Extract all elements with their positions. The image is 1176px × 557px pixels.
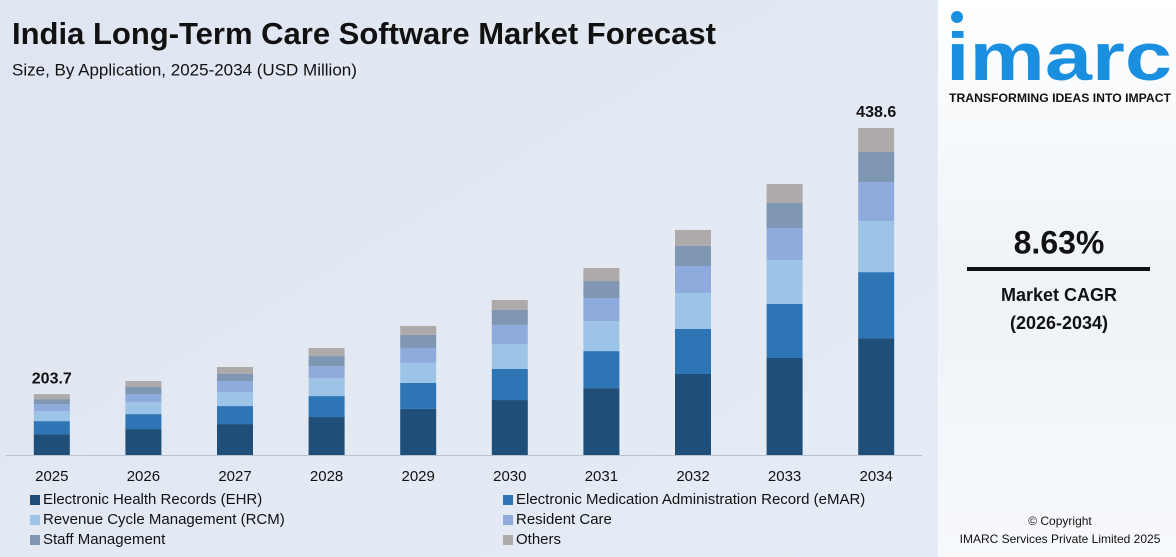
legend-swatch [503,515,513,525]
bar-segment [308,396,345,418]
chart-subtitle: Size, By Application, 2025-2034 (USD Mil… [12,60,357,79]
bar-segment [400,362,437,383]
bar-segment [217,373,253,382]
bar-segment [400,347,437,363]
bar-segment [217,424,253,455]
bar-segment [583,321,620,352]
bar-segment [217,381,253,392]
bar-segment [583,388,620,455]
bar-segment [766,358,803,455]
copyright: © Copyright [1028,514,1092,528]
bar-segment [400,382,437,409]
bar-segment [308,366,345,379]
bar-segment [33,411,70,422]
chart-title: India Long-Term Care Software Market For… [12,16,716,51]
legend-swatch [503,495,513,505]
x-tick-label: 2026 [127,468,160,485]
bar-segment [308,378,345,397]
bar-segment [583,298,620,322]
bar-segment [583,268,620,282]
tagline: TRANSFORMING IDEAS INTO IMPACT [949,93,1171,105]
bar-segment [125,429,162,455]
x-tick-label: 2034 [860,468,893,485]
bar-segment [583,351,620,389]
bar-segment [766,183,803,203]
legend-label: Resident Care [516,511,612,528]
bar-segment [491,299,528,310]
bar-segment [675,265,711,293]
bar-segment [33,434,70,455]
bar-segment [583,281,620,299]
bar-segment [491,309,528,325]
legend-swatch [503,535,513,545]
bar-segment [766,303,803,359]
bar-segment [125,414,162,430]
bar-segment [125,394,162,403]
x-tick-label: 2030 [493,468,526,485]
bar-segment [675,328,711,374]
legend-swatch [30,495,40,505]
legend-label: Electronic Medication Administration Rec… [516,491,865,508]
bar-segment [491,324,528,344]
bar-segment [308,348,345,357]
cagr-period: (2026-2034) [1010,313,1108,333]
bar-segment [33,394,70,400]
bar-segment [491,368,528,401]
x-tick-label: 2025 [35,468,68,485]
bar-segment [217,406,253,425]
x-tick-label: 2028 [310,468,343,485]
bar-segment [400,408,437,455]
bar-segment [125,402,162,415]
logo: imarc [946,19,1172,95]
bar-segment [33,421,70,435]
bar-segment [400,325,437,335]
cagr-label: Market CAGR [1001,285,1117,305]
logo-dot [951,11,963,23]
bar-segment [675,245,711,266]
bar-segment [766,259,803,304]
total-label: 203.7 [32,370,72,387]
bar-segment [33,404,70,412]
bar-segment [858,182,895,222]
x-tick-label: 2032 [676,468,709,485]
bar-segment [125,381,162,388]
bar-segment [675,292,711,329]
bar-segment [858,221,895,273]
x-tick-label: 2031 [585,468,618,485]
bar-segment [217,366,253,374]
legend-label: Electronic Health Records (EHR) [43,491,262,508]
legend-label: Revenue Cycle Management (RCM) [43,511,285,528]
bar-segment [491,400,528,455]
x-tick-label: 2027 [218,468,251,485]
bar-segment [858,272,895,339]
legend-label: Staff Management [43,531,166,548]
bar-segment [858,152,895,183]
bar-segment [675,373,711,455]
bar-segment [858,127,895,153]
x-tick-label: 2033 [768,468,801,485]
bar-segment [308,356,345,367]
bar-segment [33,399,70,405]
bar-segment [125,387,162,395]
bar-segment [766,228,803,260]
bar-segment [400,334,437,348]
sidebar-background [938,0,1176,557]
bar-segment [491,343,528,369]
bar-segment [858,338,895,455]
x-tick-label: 2029 [402,468,435,485]
bar-segment [308,417,345,455]
legend-swatch [30,535,40,545]
bar-segment [675,229,711,246]
legend-label: Others [516,531,561,548]
cagr-value: 8.63% [1014,224,1105,260]
bar-segment [766,202,803,229]
bar-segment [217,391,253,407]
legend-swatch [30,515,40,525]
company: IMARC Services Private Limited 2025 [960,532,1161,546]
total-label: 438.6 [856,104,896,121]
